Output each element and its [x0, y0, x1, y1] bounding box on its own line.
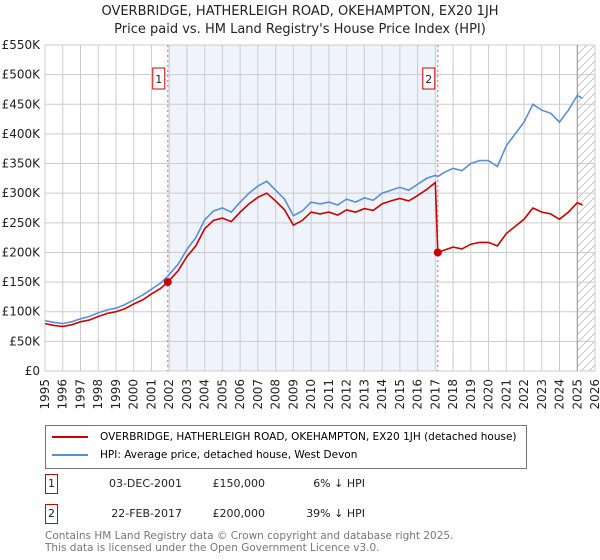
sale-point: [433, 248, 442, 257]
x-tick-label: 2009: [286, 379, 300, 410]
y-tick-label: £300K: [2, 186, 42, 200]
x-tick-label: 2005: [215, 379, 229, 410]
y-tick-label: £400K: [2, 127, 42, 141]
x-tick-label: 2019: [464, 379, 478, 410]
x-tick-label: 2017: [428, 379, 442, 410]
y-tick-label: £250K: [2, 216, 42, 230]
footer-licence: This data is licensed under the Open Gov…: [45, 542, 380, 554]
sale-marker-box: [422, 67, 436, 90]
sale-price: £150,000: [212, 477, 266, 490]
y-tick-label: £150K: [2, 275, 42, 289]
legend-label-property: OVERBRIDGE, HATHERLEIGH ROAD, OKEHAMPTON…: [100, 431, 517, 443]
legend-item-property: OVERBRIDGE, HATHERLEIGH ROAD, OKEHAMPTON…: [52, 429, 517, 445]
sale-row-2: 2 22-FEB-2017 £200,000 39% ↓ HPI: [45, 504, 385, 524]
x-tick-label: 1999: [109, 379, 123, 410]
x-tick-label: 2021: [499, 379, 513, 410]
footer: Contains HM Land Registry data © Crown c…: [45, 530, 453, 554]
x-tick-label: 2000: [127, 379, 141, 410]
y-tick-label: £200K: [2, 245, 42, 259]
x-tick-label: 1995: [38, 379, 52, 410]
y-tick-label: £550K: [2, 38, 42, 52]
x-tick-label: 2013: [357, 379, 371, 410]
sale-period-shade: [167, 45, 438, 371]
x-tick-label: 2014: [375, 379, 389, 410]
x-tick-label: 2006: [233, 379, 247, 410]
x-tick-label: 2024: [553, 379, 567, 410]
y-tick-label: £0: [25, 364, 40, 378]
legend-swatch-property: [52, 436, 88, 438]
x-tick-label: 1997: [73, 379, 87, 410]
x-tick-label: 2002: [162, 379, 176, 410]
sale-hpi-diff: 6% ↓ HPI: [313, 477, 365, 490]
sale-marker-number: 2: [425, 73, 432, 86]
y-tick-label: £350K: [2, 157, 42, 171]
x-tick-label: 2007: [251, 379, 265, 410]
legend-label-hpi: HPI: Average price, detached house, West…: [100, 449, 358, 461]
chart-subtitle: Price paid vs. HM Land Registry's House …: [114, 22, 486, 37]
price-chart: 1995 1996 1997 1998 1999 2000 2001 2002 2003 2004…: [2, 38, 600, 410]
sale-marker-label: 1: [152, 67, 166, 90]
x-tick-label: 2026: [588, 379, 600, 410]
y-tick-label: £450K: [2, 97, 42, 111]
forecast-hatch: [577, 45, 595, 371]
x-tick-label: 2001: [144, 379, 158, 410]
legend: OVERBRIDGE, HATHERLEIGH ROAD, OKEHAMPTON…: [45, 425, 527, 469]
property-price-line: [44, 180, 583, 328]
x-tick-label: 2011: [322, 379, 336, 410]
chart-title: OVERBRIDGE, HATHERLEIGH ROAD, OKEHAMPTON…: [101, 4, 499, 19]
sale-marker-box: [152, 67, 166, 90]
sale-date: 22-FEB-2017: [111, 507, 182, 520]
x-tick-label: 2022: [517, 379, 531, 410]
sale-row-1: 1 03-DEC-2001 £150,000 6% ↓ HPI: [45, 474, 385, 494]
sale-point: [163, 278, 172, 287]
x-tick-label: 2018: [446, 379, 460, 410]
y-tick-label: £100K: [2, 305, 42, 319]
footer-copyright: Contains HM Land Registry data © Crown c…: [45, 530, 454, 542]
x-tick-label: 2016: [411, 379, 425, 410]
x-tick-label: 1996: [56, 379, 70, 410]
sale-hpi-diff: 39% ↓ HPI: [306, 507, 365, 520]
x-tick-label: 2010: [304, 379, 318, 410]
x-tick-label: 2015: [393, 379, 407, 410]
x-tick-label: 2004: [198, 379, 212, 410]
x-tick-label: 2012: [340, 379, 354, 410]
x-tick-label: 2003: [180, 379, 194, 410]
legend-swatch-hpi: [52, 454, 88, 456]
x-tick-label: 2020: [482, 379, 496, 410]
sale-date: 03-DEC-2001: [108, 477, 182, 490]
sale-badge: 2: [45, 504, 58, 524]
legend-item-hpi: HPI: Average price, detached house, West…: [52, 447, 357, 463]
hpi-line: [44, 94, 583, 325]
sale-price: £200,000: [212, 507, 266, 520]
y-tick-label: £500K: [2, 68, 42, 82]
sale-badge: 1: [45, 474, 58, 494]
sale-marker-number: 1: [155, 73, 162, 86]
sale-marker-label: 2: [422, 67, 436, 90]
x-tick-label: 2008: [269, 379, 283, 410]
x-tick-label: 2025: [570, 379, 584, 410]
y-tick-label: £50K: [9, 334, 41, 348]
x-tick-label: 2023: [535, 379, 549, 410]
x-tick-label: 1998: [91, 379, 105, 410]
